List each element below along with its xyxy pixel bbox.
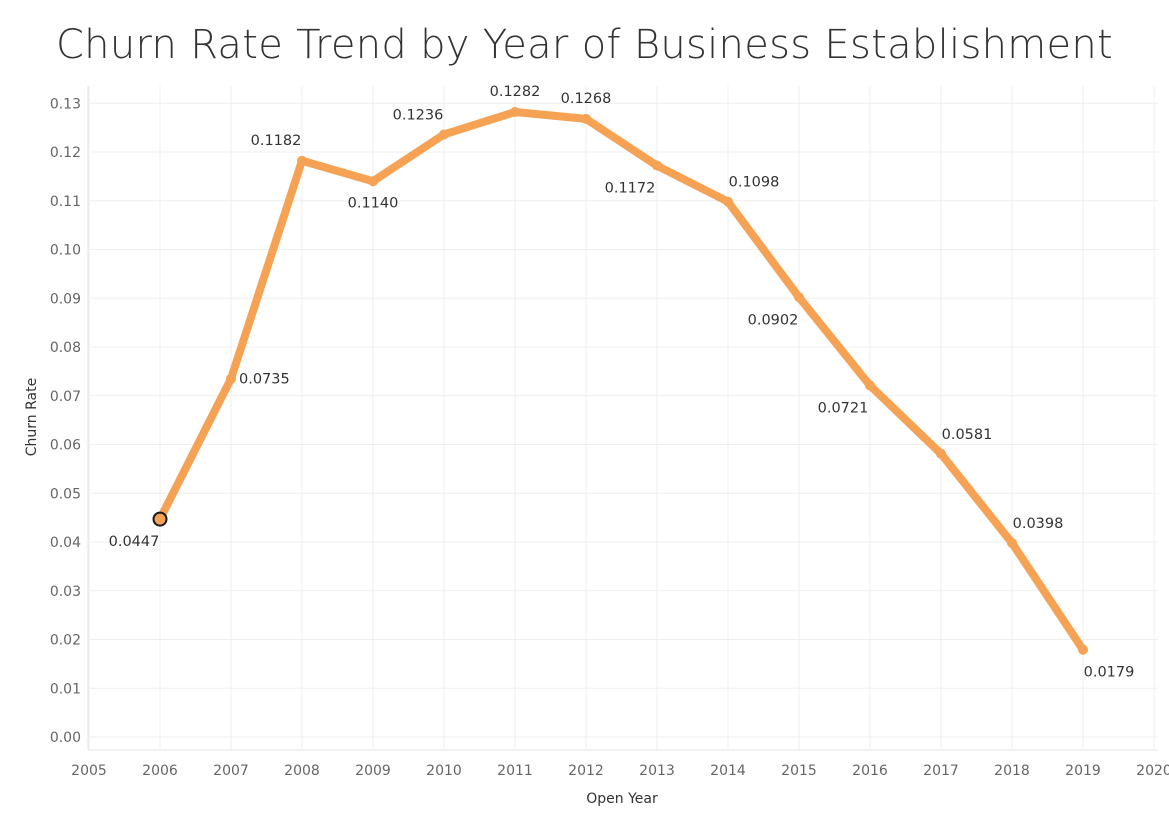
y-tick-label: 0.13 [50, 96, 81, 112]
grid [87, 86, 1158, 751]
data-point [1007, 537, 1017, 548]
x-tick-label: 2005 [71, 763, 107, 779]
x-axis: 2005 2006 2007 2008 2009 2010 2011 2012 2013 2014… [71, 763, 1169, 779]
data-point [439, 129, 449, 140]
series [152, 107, 1088, 655]
data-label: 0.0447 [109, 534, 160, 550]
x-tick-label: 2012 [568, 763, 604, 779]
data-point [936, 448, 946, 459]
x-tick-label: 2006 [142, 763, 178, 779]
y-tick-label: 0.06 [50, 438, 81, 454]
data-label: 0.0902 [748, 312, 799, 328]
data-point [652, 160, 662, 171]
data-label: 0.0179 [1084, 665, 1135, 681]
data-point [226, 373, 236, 384]
x-tick-label: 2011 [497, 763, 533, 779]
y-tick-label: 0.01 [50, 681, 81, 697]
y-axis-title: Churn Rate [24, 378, 40, 456]
x-tick-label: 2014 [710, 763, 746, 779]
data-point [723, 196, 733, 207]
y-tick-label: 0.12 [50, 145, 81, 161]
x-tick-label: 2009 [355, 763, 391, 779]
chart-title: Churn Rate Trend by Year of Business Est… [55, 22, 1114, 68]
x-tick-label: 2018 [994, 763, 1030, 779]
data-label: 0.1268 [561, 91, 612, 107]
data-label: 0.1098 [729, 175, 780, 191]
y-tick-label: 0.10 [50, 243, 81, 259]
x-tick-label: 2017 [923, 763, 959, 779]
data-point [865, 380, 875, 391]
data-point [1078, 644, 1088, 655]
y-tick-label: 0.04 [50, 535, 81, 551]
x-tick-label: 2013 [639, 763, 675, 779]
data-label: 0.0735 [239, 372, 290, 388]
y-axis: 0.00 0.01 0.02 0.03 0.04 0.05 0.06 0.07 0.08 0.09… [50, 96, 81, 746]
y-tick-label: 0.07 [50, 389, 81, 405]
data-point [368, 176, 378, 187]
data-label: 0.0581 [942, 427, 993, 443]
data-point [794, 292, 804, 303]
data-label: 0.1140 [348, 195, 399, 211]
y-tick-label: 0.08 [50, 340, 81, 356]
data-label: 0.0398 [1013, 516, 1064, 532]
x-tick-label: 2007 [213, 763, 249, 779]
data-point [297, 155, 307, 166]
y-tick-label: 0.02 [50, 633, 81, 649]
data-point [581, 113, 591, 124]
series-line [156, 108, 1087, 654]
y-tick-label: 0.00 [50, 730, 81, 746]
y-tick-label: 0.11 [50, 194, 81, 210]
data-labels: 0.0447 0.0735 0.1182 0.1140 0.1236 0.1282 0.12… [109, 84, 1135, 681]
y-tick-label: 0.09 [50, 291, 81, 307]
y-tick-label: 0.05 [50, 486, 81, 502]
highlighted-data-point [152, 511, 168, 527]
x-axis-title: Open Year [586, 791, 658, 807]
x-tick-label: 2015 [781, 763, 817, 779]
x-tick-label: 2019 [1065, 763, 1101, 779]
data-label: 0.0721 [818, 401, 869, 417]
data-label: 0.1182 [251, 133, 302, 149]
data-label: 0.1282 [490, 84, 541, 100]
x-tick-label: 2016 [852, 763, 888, 779]
x-tick-label: 2010 [426, 763, 462, 779]
data-point [510, 107, 520, 118]
x-tick-label: 2020 [1136, 763, 1169, 779]
x-tick-label: 2008 [284, 763, 320, 779]
data-label: 0.1236 [393, 107, 444, 123]
data-label: 0.1172 [605, 181, 656, 197]
y-tick-label: 0.03 [50, 584, 81, 600]
